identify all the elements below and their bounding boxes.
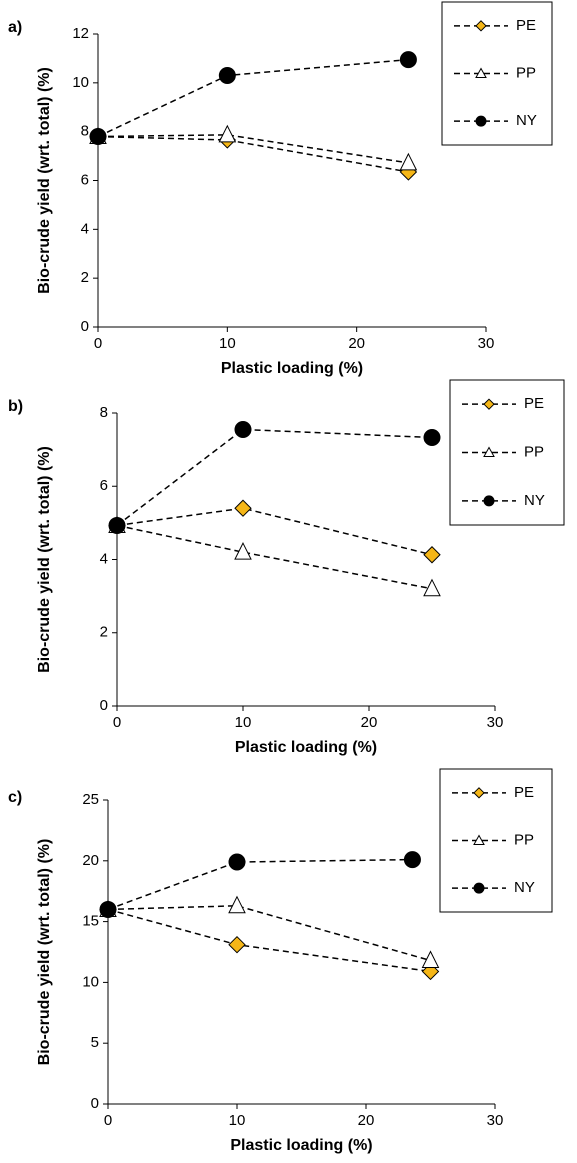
x-tick-label: 0 xyxy=(94,335,102,352)
series-line xyxy=(97,134,409,164)
panel-label: b) xyxy=(8,398,23,415)
legend-marker xyxy=(483,398,495,410)
marker xyxy=(218,67,236,85)
x-tick-label: 10 xyxy=(235,714,252,731)
marker xyxy=(108,516,126,534)
y-tick-label: 0 xyxy=(81,318,89,335)
series-line xyxy=(116,428,433,527)
y-tick-label: 4 xyxy=(81,220,89,237)
x-tick-label: 30 xyxy=(487,714,504,731)
legend-marker xyxy=(473,882,485,894)
y-tick-label: 8 xyxy=(81,123,89,140)
legend-label: PP xyxy=(524,443,544,460)
legend-label: PE xyxy=(524,395,544,412)
y-tick-label: 15 xyxy=(82,913,99,930)
series-line xyxy=(107,908,431,973)
x-tick-label: 0 xyxy=(113,714,121,731)
marker xyxy=(423,429,441,447)
y-tick-label: 25 xyxy=(82,791,99,808)
legend-label: PP xyxy=(514,831,534,848)
y-tick-label: 6 xyxy=(100,477,108,494)
series-line xyxy=(107,858,413,911)
legend-label: PE xyxy=(514,784,534,801)
legend-label: NY xyxy=(516,112,537,129)
marker xyxy=(228,935,246,954)
legend-marker xyxy=(483,446,495,457)
y-tick-label: 4 xyxy=(100,550,108,567)
y-tick-label: 2 xyxy=(100,624,108,641)
legend-label: PE xyxy=(516,17,536,34)
x-tick-label: 10 xyxy=(229,1112,246,1129)
series-line xyxy=(97,58,409,138)
legend-marker xyxy=(475,20,487,32)
marker xyxy=(423,578,441,597)
y-tick-label: 20 xyxy=(82,852,99,869)
legend-label: NY xyxy=(524,492,545,509)
y-tick-label: 0 xyxy=(100,697,108,714)
y-tick-label: 6 xyxy=(81,171,89,188)
y-tick-label: 12 xyxy=(72,25,89,42)
marker xyxy=(421,950,440,969)
legend-marker xyxy=(483,495,495,507)
marker xyxy=(423,546,441,564)
marker xyxy=(228,853,246,871)
x-tick-label: 30 xyxy=(478,335,495,352)
legend-label: NY xyxy=(514,879,535,896)
x-axis-title: Plastic loading (%) xyxy=(221,360,363,377)
legend-marker xyxy=(473,787,485,799)
y-axis-title: Bio-crude yield (wrt. total) (%) xyxy=(36,67,53,294)
x-tick-label: 20 xyxy=(361,714,378,731)
y-tick-label: 2 xyxy=(81,269,89,286)
marker xyxy=(399,152,418,171)
y-tick-label: 8 xyxy=(100,404,108,421)
legend-marker xyxy=(475,115,487,127)
y-tick-label: 0 xyxy=(91,1095,99,1112)
marker xyxy=(99,900,117,918)
x-tick-label: 30 xyxy=(487,1112,504,1129)
x-tick-label: 20 xyxy=(358,1112,375,1129)
marker xyxy=(234,499,252,517)
legend-marker xyxy=(473,834,485,845)
x-tick-label: 10 xyxy=(219,335,236,352)
y-tick-label: 10 xyxy=(72,74,89,91)
marker xyxy=(399,51,417,69)
y-axis-title: Bio-crude yield (wrt. total) (%) xyxy=(36,446,53,673)
legend-marker xyxy=(475,67,487,78)
series-line xyxy=(116,507,433,556)
series-line xyxy=(97,135,409,173)
panel-label: c) xyxy=(8,789,22,806)
y-axis-title: Bio-crude yield (wrt. total) (%) xyxy=(36,839,53,1066)
x-axis-title: Plastic loading (%) xyxy=(235,739,377,756)
marker xyxy=(403,851,421,869)
y-tick-label: 10 xyxy=(82,973,99,990)
x-tick-label: 20 xyxy=(348,335,365,352)
panel-label: a) xyxy=(8,19,22,36)
series-line xyxy=(116,524,433,590)
marker xyxy=(234,420,252,438)
legend-label: PP xyxy=(516,64,536,81)
x-axis-title: Plastic loading (%) xyxy=(230,1137,372,1154)
marker xyxy=(89,128,107,146)
marker xyxy=(234,542,252,560)
marker xyxy=(228,895,246,914)
y-tick-label: 5 xyxy=(91,1034,99,1051)
x-tick-label: 0 xyxy=(104,1112,112,1129)
series-line xyxy=(107,905,431,962)
marker xyxy=(218,124,237,143)
